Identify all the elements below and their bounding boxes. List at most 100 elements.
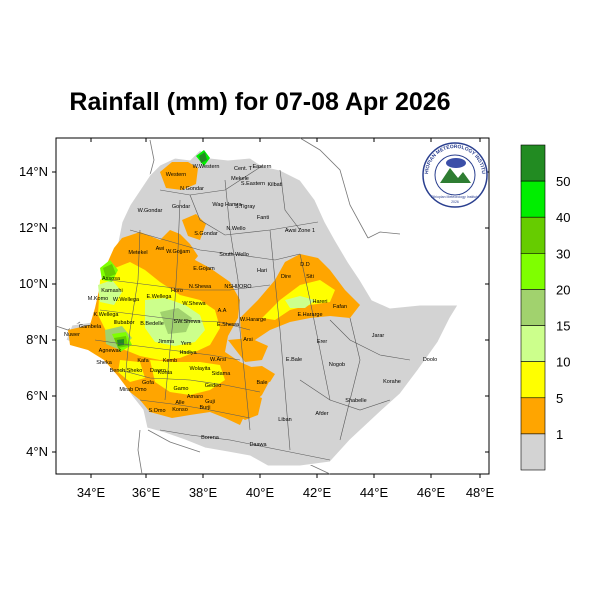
lat-tick-label: 12°N (19, 220, 48, 235)
lat-tick-label: 14°N (19, 164, 48, 179)
region-label: Gofa (142, 380, 155, 386)
region-label: Korahe (383, 379, 401, 385)
logo-mountain-icon (440, 168, 471, 183)
region-label: Sheka (96, 360, 113, 366)
longitude-axis: 34°E 36°E 38°E 40°E 42°E 44°E 46°E 48°E (77, 138, 495, 500)
region-label: W.Hararge (240, 317, 266, 323)
rain-10-15-west (98, 280, 122, 305)
legend-label: 20 (556, 282, 570, 297)
region-label: Awi (156, 246, 165, 252)
lon-tick-label: 34°E (77, 485, 106, 500)
region-label: Fafan (333, 304, 347, 310)
region-label: Assosa (102, 276, 121, 282)
region-label: Gambela (79, 324, 102, 330)
rain-1-5-north (160, 162, 198, 190)
region-label: Kafa (137, 358, 149, 364)
region-label: Gondar (172, 204, 191, 210)
region-label: W.Wellega (113, 297, 140, 303)
region-label: Bench Sheko (110, 368, 143, 374)
lon-tick-label: 48°E (466, 485, 495, 500)
region-label: Dawro (150, 368, 166, 374)
region-label: Erer (317, 339, 328, 345)
region-label: Kamashi (101, 288, 122, 294)
region-label: South Wello (219, 252, 249, 258)
region-label: Afder (315, 411, 328, 417)
region-label: Bale (256, 380, 267, 386)
region-label: Awsi Zone 1 (285, 228, 315, 234)
rain-30-40-assosa (103, 264, 116, 278)
region-label: Nuwer (64, 332, 80, 338)
legend-label: 15 (556, 319, 570, 334)
region-label: W.Western (193, 164, 220, 170)
region-label: N.Gondar (180, 186, 204, 192)
logo-sub-text: Ethiopian Meteorology Institute (431, 195, 479, 199)
region-label: Hareri (313, 299, 328, 305)
region-label: Jarar (372, 333, 385, 339)
legend-swatch (520, 289, 546, 326)
region-label: Dire (281, 274, 291, 280)
region-label: Arsi (243, 337, 252, 343)
region-label: S.Eastern (241, 181, 265, 187)
region-label: E.Wellega (147, 294, 173, 300)
region-label: Eastern (253, 164, 272, 170)
region-label: Hari (257, 268, 267, 274)
zone-boundaries (94, 165, 411, 461)
region-label: Mirab Omo (119, 387, 146, 393)
region-label: E.Gojam (193, 266, 215, 272)
region-label: Burji (199, 405, 210, 411)
rain-50-plus-north (199, 152, 207, 163)
region-label: N.Shewa (189, 284, 212, 290)
region-label: A.A (218, 308, 227, 314)
rain-1-5-arsi (228, 338, 268, 362)
region-label: Shabelle (345, 398, 366, 404)
region-label: S.Omo (148, 408, 165, 414)
region-label: NSHI/ORO (224, 284, 252, 290)
region-label: Alle (175, 400, 184, 406)
region-label: Illubabor (113, 320, 134, 326)
region-label: Gamo (174, 386, 189, 392)
region-label: Daawa (249, 442, 267, 448)
rain-50-plus-illubabor (117, 339, 124, 346)
rain-5-10-south (150, 360, 225, 395)
lat-tick-label: 10°N (19, 276, 48, 291)
region-label: Kemb (163, 358, 177, 364)
map-title: Rainfall (mm) for 07-08 Apr 2026 (69, 88, 451, 116)
region-label: Horo (171, 288, 183, 294)
legend-swatch (520, 180, 546, 218)
region-label: Wag Hamra (212, 202, 242, 208)
region-label: Jimma (158, 339, 175, 345)
lon-tick-label: 36°E (132, 485, 161, 500)
region-label: Wolayita (190, 366, 212, 372)
region-label: W.Shewa (182, 301, 206, 307)
region-label: SW.Shewa (174, 319, 202, 325)
legend-label: 30 (556, 246, 570, 261)
region-label: W.Gondar (138, 208, 163, 214)
legend-swatch (520, 397, 546, 435)
neighbour-borders (55, 137, 401, 475)
lon-tick-label: 44°E (360, 485, 389, 500)
region-label: D.D (300, 262, 310, 268)
region-label: Fanti (257, 215, 269, 221)
region-label: Metekel (128, 250, 147, 256)
region-label: E.Bale (286, 357, 302, 363)
latitude-axis: 14°N 12°N 10°N 8°N 6°N 4°N (19, 164, 489, 459)
legend-label: 40 (556, 210, 570, 225)
lon-tick-label: 38°E (189, 485, 218, 500)
rain-10-15-east (285, 296, 315, 308)
lon-tick-label: 46°E (417, 485, 446, 500)
region-label: Liban (278, 417, 291, 423)
rain-1-5-southgondar (182, 214, 206, 240)
region-label: W.Gojjam (166, 249, 190, 255)
lon-tick-label: 40°E (246, 485, 275, 500)
legend-label: 50 (556, 174, 570, 189)
region-label: M.Komo (88, 296, 108, 302)
lon-tick-label: 42°E (303, 485, 332, 500)
region-label: Konso (172, 407, 188, 413)
region-label: Cent. T (234, 166, 253, 172)
region-label: Doolo (423, 357, 437, 363)
region-label: Amaro (187, 394, 203, 400)
legend-swatch (520, 144, 546, 182)
